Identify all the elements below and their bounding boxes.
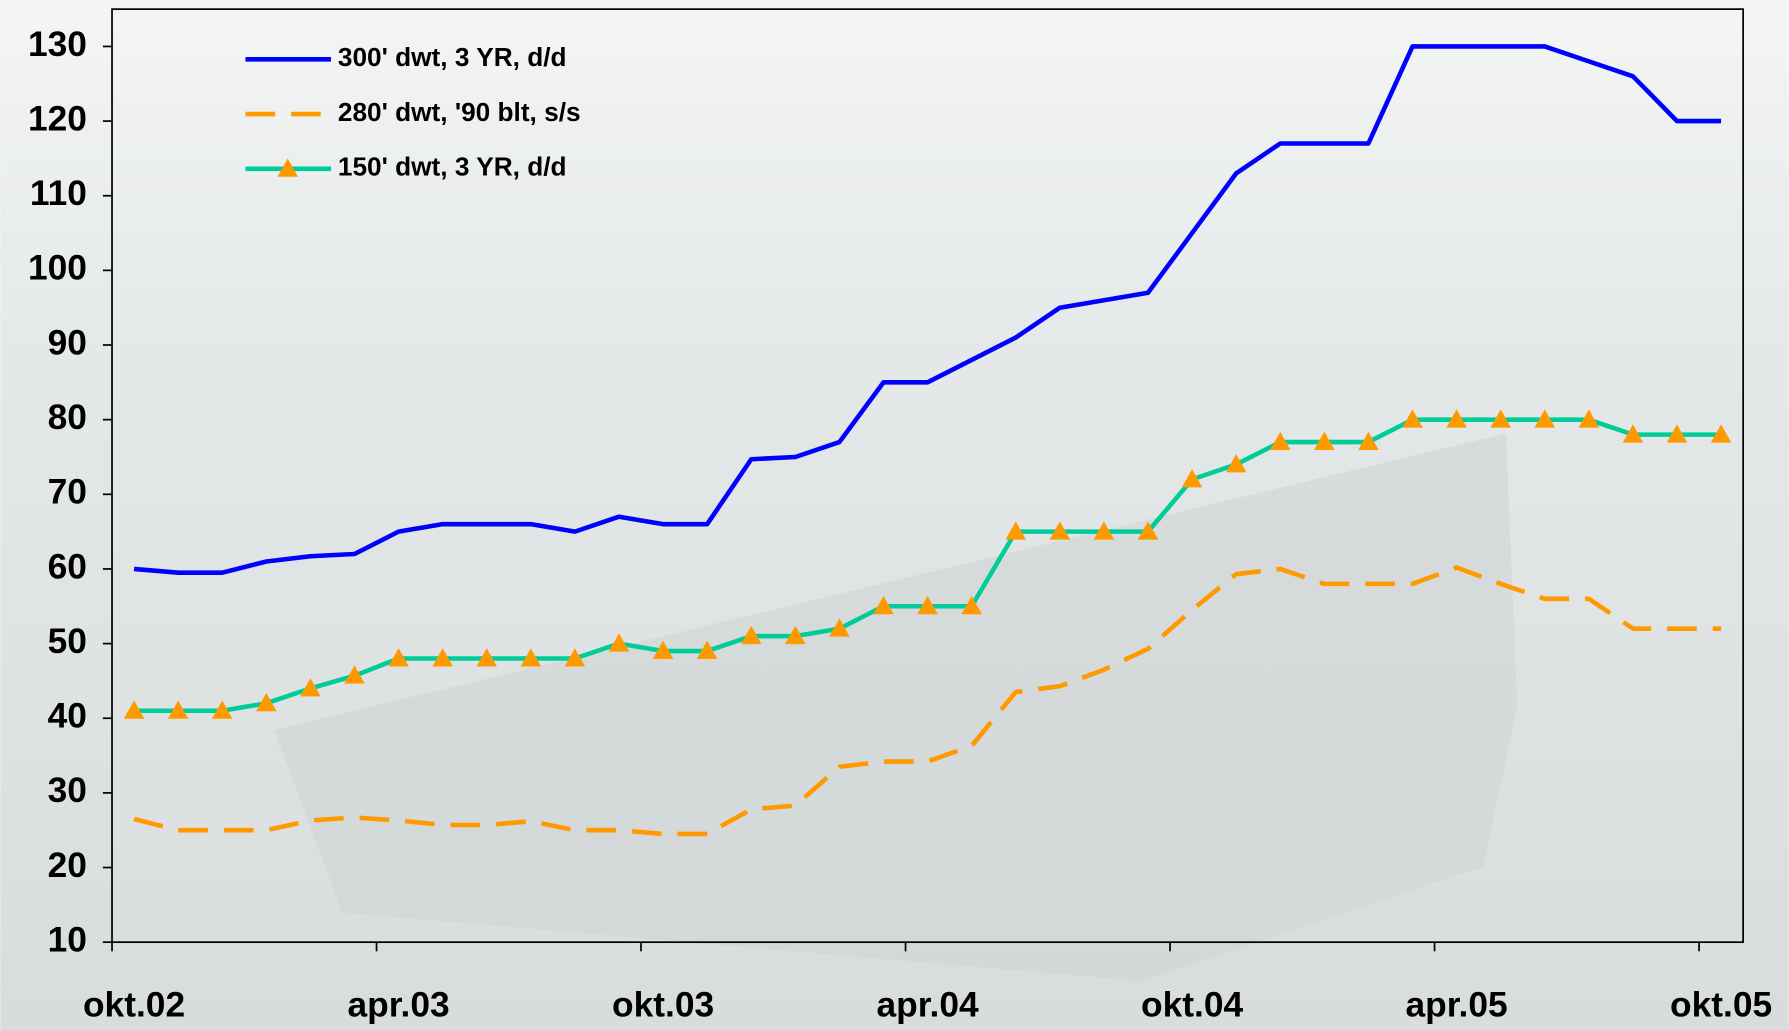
x-tick-label: okt.05: [1670, 986, 1772, 1025]
marker: [873, 596, 894, 615]
y-tick-label: 60: [48, 547, 87, 586]
marker: [1622, 424, 1644, 443]
marker: [1093, 521, 1115, 540]
marker: [1225, 454, 1247, 473]
marker: [961, 596, 982, 615]
marker: [1181, 469, 1203, 488]
y-tick-label: 80: [48, 398, 87, 437]
marker: [1402, 409, 1423, 428]
marker: [696, 640, 718, 660]
y-tick-label: 70: [48, 473, 87, 512]
marker: [829, 618, 850, 637]
y-tick-label: 20: [48, 846, 87, 885]
marker: [1269, 431, 1291, 451]
marker: [740, 625, 762, 645]
marker: [1358, 431, 1379, 451]
legend-label: 280' dwt, '90 blt, s/s: [338, 97, 581, 127]
legend-label: 150' dwt, 3 YR, d/d: [338, 152, 567, 182]
x-tick-label: apr.05: [1405, 986, 1507, 1025]
marker: [123, 700, 145, 719]
ship-silhouette: [273, 433, 1518, 981]
legend-label: 300' dwt, 3 YR, d/d: [338, 42, 567, 72]
x-tick-label: okt.03: [612, 986, 714, 1025]
marker: [1578, 409, 1600, 428]
marker: [211, 700, 233, 719]
marker: [1446, 409, 1467, 428]
marker: [256, 693, 277, 712]
x-tick-label: okt.04: [1141, 986, 1243, 1025]
marker: [1490, 409, 1511, 428]
y-tick-label: 30: [48, 771, 87, 810]
series-line: [133, 565, 1722, 837]
y-tick-label: 120: [28, 99, 87, 138]
marker: [520, 648, 542, 667]
y-tick-label: 40: [48, 697, 87, 736]
marker: [167, 700, 189, 719]
y-tick-label: 130: [28, 25, 87, 64]
series-line: [133, 44, 1722, 575]
y-tick-label: 100: [28, 249, 87, 288]
y-tick-label: 90: [48, 323, 87, 362]
y-tick-label: 110: [30, 174, 87, 213]
marker: [300, 678, 321, 697]
marker: [1666, 424, 1688, 443]
marker: [1049, 521, 1071, 540]
marker: [917, 596, 938, 615]
y-tick-label: 10: [48, 921, 87, 960]
marker: [1314, 431, 1335, 451]
marker: [608, 633, 630, 652]
y-tick-label: 50: [48, 622, 87, 661]
x-tick-label: apr.03: [347, 986, 449, 1025]
marker: [344, 665, 365, 684]
marker: [1534, 409, 1556, 428]
marker: [1137, 521, 1159, 540]
plot-area: [111, 8, 1744, 944]
legend-marker: [277, 158, 298, 177]
marker: [652, 640, 674, 660]
marker: [388, 648, 409, 667]
marker: [476, 648, 498, 667]
x-tick-label: okt.02: [83, 986, 185, 1025]
marker: [1005, 521, 1027, 540]
marker: [785, 625, 806, 645]
x-tick-label: apr.04: [876, 986, 979, 1025]
marker: [432, 648, 453, 667]
marker: [1710, 424, 1732, 443]
marker: [564, 648, 586, 667]
